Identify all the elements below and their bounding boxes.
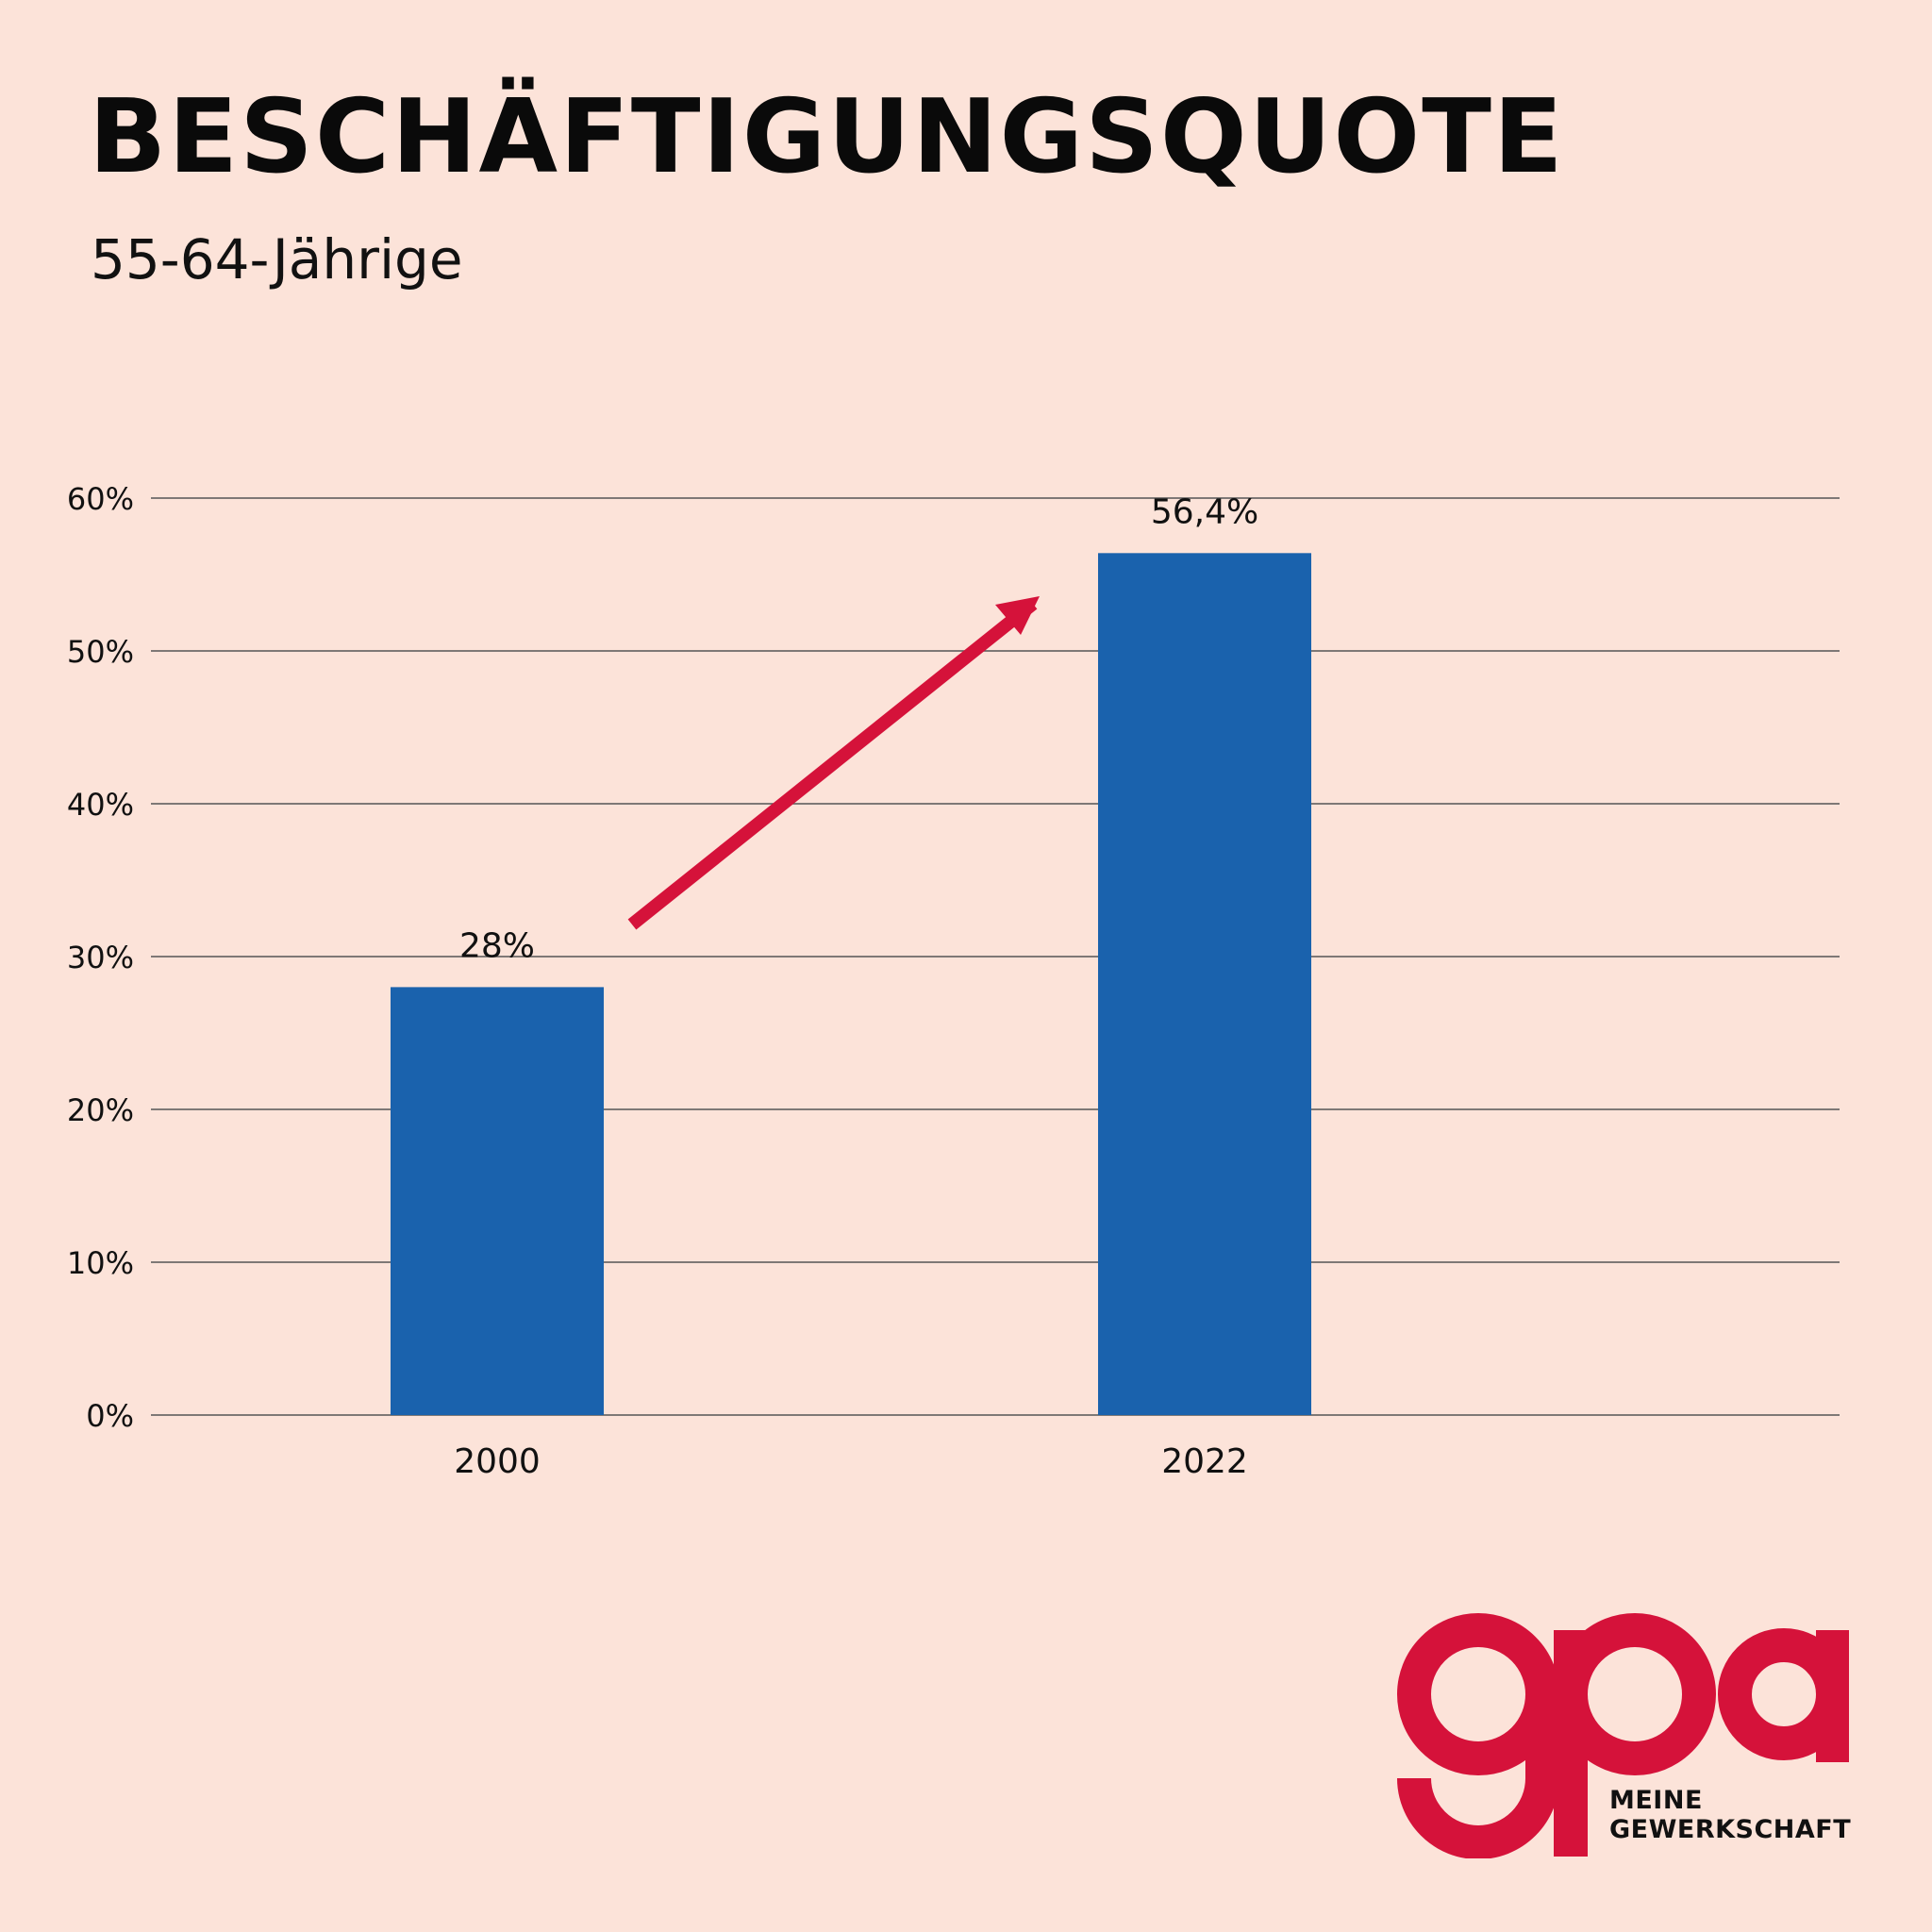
chart-title: BESCHÄFTIGUNGSQUOTE [89, 78, 1565, 196]
data-label-2022: 56,4% [1151, 492, 1258, 531]
y-axis-ticks: 0% 10% 20% 30% 40% 50% 60% [67, 481, 134, 1434]
bar-2000 [391, 987, 604, 1415]
trend-arrow-head [995, 596, 1040, 635]
bar-2022 [1098, 553, 1311, 1415]
gpa-logo [1397, 1613, 1849, 1858]
logo-tagline-line1: MEINE [1609, 1786, 1703, 1815]
bars [391, 553, 1311, 1415]
y-tick-label: 50% [67, 634, 134, 670]
trend-arrow-shaft [627, 598, 1038, 930]
y-tick-label: 40% [67, 787, 134, 823]
logo-tagline-line2: GEWERKSCHAFT [1609, 1815, 1852, 1844]
y-tick-label: 60% [67, 481, 134, 517]
y-tick-label: 30% [67, 940, 134, 975]
trend-arrow [627, 596, 1040, 930]
y-tick-label: 10% [67, 1245, 134, 1281]
logo-tagline: MEINE GEWERKSCHAFT [1609, 1786, 1851, 1844]
y-tick-label: 20% [67, 1092, 134, 1128]
chart-subtitle: 55-64-Jährige [91, 227, 463, 291]
y-tick-label: 0% [86, 1398, 134, 1434]
x-tick-label: 2000 [454, 1442, 541, 1481]
data-labels: 28% 56,4% [459, 492, 1258, 965]
x-tick-label: 2022 [1161, 1442, 1248, 1481]
x-axis-ticks: 2000 2022 [454, 1442, 1248, 1481]
data-label-2000: 28% [459, 926, 535, 965]
